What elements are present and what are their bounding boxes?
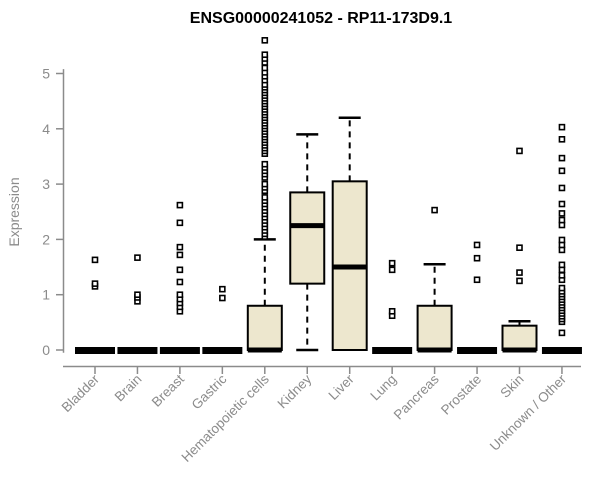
- outlier-point: [134, 254, 141, 261]
- iqr-box: [501, 324, 538, 351]
- x-tick-label: Liver: [326, 371, 358, 403]
- outlier-point: [261, 194, 269, 201]
- chart-title: ENSG00000241052 - RP11-173D9.1: [189, 10, 453, 27]
- outlier-point: [91, 280, 99, 287]
- outlier-point: [516, 277, 523, 285]
- outlier-point: [261, 160, 269, 168]
- outlier-point: [558, 329, 566, 337]
- outlier-point: [558, 154, 566, 162]
- x-tick-label: Breast: [149, 371, 187, 409]
- boxplot-hematopoietic-cells: [246, 37, 283, 353]
- boxplot-pancreas: [416, 206, 453, 353]
- y-tick-label: 4: [42, 121, 50, 137]
- y-tick-label: 0: [42, 342, 50, 358]
- collapsed-box: [117, 347, 158, 354]
- boxplot-unknown-other: [541, 123, 582, 354]
- outlier-point: [176, 243, 184, 251]
- y-tick-label: 3: [42, 176, 50, 192]
- outlier-point: [558, 136, 566, 143]
- outlier-point: [558, 184, 566, 192]
- outlier-point: [516, 244, 523, 251]
- outlier-point: [176, 266, 184, 274]
- boxplot-kidney: [289, 133, 326, 352]
- x-tick-label: Pancreas: [391, 371, 442, 422]
- collapsed-box: [202, 347, 243, 354]
- y-tick-label: 2: [42, 231, 50, 247]
- outlier-point: [176, 291, 184, 299]
- outlier-point: [558, 236, 566, 244]
- outlier-point: [431, 206, 438, 214]
- iqr-box: [416, 304, 453, 352]
- boxplot-gastric: [202, 285, 243, 354]
- x-tick-label: Lung: [367, 372, 399, 404]
- outlier-point: [558, 216, 566, 224]
- outlier-point: [261, 51, 269, 58]
- boxplot-skin: [501, 147, 538, 353]
- y-tick-label: 1: [42, 287, 50, 303]
- outlier-point: [261, 37, 269, 44]
- outlier-point: [516, 269, 523, 276]
- boxplot-prostate: [457, 241, 498, 354]
- collapsed-box: [75, 347, 115, 354]
- outlier-point: [558, 200, 566, 208]
- outlier-point: [558, 272, 566, 279]
- boxplot-breast: [159, 201, 200, 354]
- outlier-point: [219, 285, 226, 293]
- outlier-point: [558, 123, 566, 131]
- collapsed-box: [372, 347, 413, 354]
- collapsed-box: [457, 347, 498, 354]
- outlier-point: [91, 256, 99, 264]
- outlier-point: [473, 276, 481, 284]
- outlier-point: [176, 251, 184, 259]
- boxplot-brain: [117, 254, 158, 354]
- outlier-point: [261, 64, 269, 72]
- x-tick-label: Prostate: [438, 372, 484, 418]
- outlier-point: [219, 294, 226, 302]
- x-tick-label: Bladder: [59, 371, 103, 415]
- boxplot-bladder: [75, 256, 115, 354]
- collapsed-box: [159, 347, 200, 354]
- outlier-point: [558, 284, 566, 292]
- boxplot-lung: [372, 259, 413, 354]
- outlier-point: [558, 167, 566, 175]
- outlier-point: [558, 210, 566, 217]
- iqr-box: [246, 304, 283, 352]
- outlier-point: [261, 180, 269, 188]
- outlier-point: [134, 291, 141, 299]
- outlier-point: [558, 261, 566, 269]
- outlier-point: [388, 259, 396, 267]
- y-tick-label: 5: [42, 66, 50, 82]
- outlier-point: [388, 266, 396, 274]
- outlier-point: [176, 219, 184, 227]
- collapsed-box: [541, 347, 582, 354]
- outlier-point: [176, 201, 184, 209]
- outlier-point: [176, 278, 184, 286]
- boxplot-liver: [331, 116, 368, 351]
- x-tick-label: Skin: [497, 372, 526, 401]
- outlier-point: [388, 307, 396, 315]
- x-tick-label: Kidney: [275, 371, 315, 411]
- iqr-box: [289, 191, 326, 285]
- x-tick-label: Gastric: [189, 371, 230, 412]
- x-tick-label: Unknown / Other: [487, 371, 570, 454]
- outlier-point: [473, 254, 481, 262]
- outlier-point: [516, 147, 523, 155]
- outlier-point: [473, 241, 481, 249]
- x-tick-label: Brain: [112, 372, 145, 405]
